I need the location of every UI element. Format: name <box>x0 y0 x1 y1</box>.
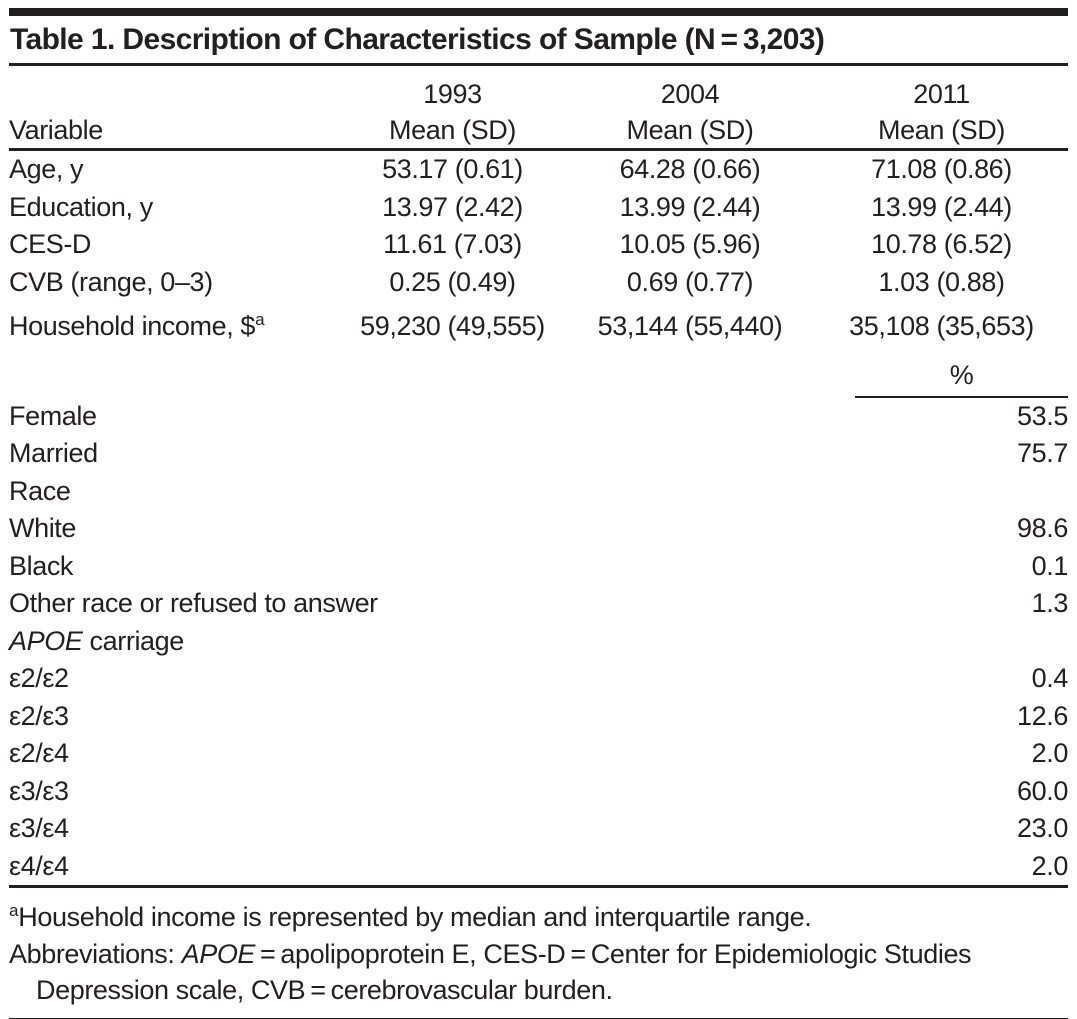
row-value-2004: 13.99 (2.44) <box>619 191 761 222</box>
footnote-abbreviations-line1: Abbreviations: APOE = apolipoprotein E, … <box>9 936 1068 973</box>
row-percent: 98.6 <box>1017 513 1068 543</box>
table-row: Household income, $a 59,230 (49,555) 53,… <box>9 301 1068 346</box>
table-row: White 98.6 <box>9 510 1068 548</box>
row-percent: 0.4 <box>1031 663 1069 693</box>
row-label-text: Household income, $ <box>9 311 256 341</box>
abbreviations-rest: = apolipoprotein E, CES-D = Center for E… <box>255 938 972 969</box>
table-row: CES-D 11.61 (7.03) 10.05 (5.96) 10.78 (6… <box>9 226 1068 264</box>
row-value-2004: 10.05 (5.96) <box>619 229 761 259</box>
table-row: Female 53.5 <box>9 398 1068 436</box>
row-percent: 2.0 <box>1031 850 1069 881</box>
empty-cell <box>9 346 815 398</box>
variable-header: Variable <box>9 112 340 151</box>
row-label: Other race or refused to answer <box>9 588 378 618</box>
row-label: Married <box>9 438 98 468</box>
title-rule <box>9 63 1068 66</box>
table-row: Other race or refused to answer 1.3 <box>9 585 1068 623</box>
empty-header-cell <box>9 66 340 112</box>
footnote-a-text: Household income is represented by media… <box>18 902 812 932</box>
row-label: ε3/ε3 <box>9 775 69 806</box>
table-row: ε2/ε2 0.4 <box>9 660 1068 698</box>
row-label: Household income, $a <box>9 301 340 346</box>
table-row: ε4/ε4 2.0 <box>9 848 1068 886</box>
row-percent <box>815 473 1068 511</box>
row-percent: 23.0 <box>1017 813 1068 843</box>
mean-sd-header-2011: Mean (SD) <box>815 112 1068 151</box>
year-header-1993: 1993 <box>423 79 482 109</box>
row-label: Education, y <box>9 191 153 222</box>
row-value-2004: 0.69 (0.77) <box>626 266 754 297</box>
row-label-italic: APOE <box>9 625 83 656</box>
row-percent: 75.7 <box>1017 438 1068 468</box>
abbreviations-prefix: Abbreviations: <box>9 938 182 969</box>
percent-symbol: % <box>855 358 1068 398</box>
table-row: Race <box>9 473 1068 511</box>
row-percent: 12.6 <box>1017 700 1068 731</box>
row-label: CVB (range, 0–3) <box>9 266 213 297</box>
row-value-1993: 53.17 (0.61) <box>382 154 523 184</box>
footnote-abbreviations-line2: Depression scale, CVB = cerebrovascular … <box>36 975 613 1005</box>
percent-header-cell: % <box>815 346 1068 398</box>
characteristics-table: 1993 2004 2011 Variable Mean (SD) Mean (… <box>9 66 1068 885</box>
row-value-2011: 71.08 (0.86) <box>871 154 1012 184</box>
year-header-2004: 2004 <box>660 79 720 109</box>
footnote-rule <box>9 885 1068 888</box>
row-label: White <box>9 513 77 543</box>
row-label: Age, y <box>9 154 84 184</box>
mean-sd-header-2004: Mean (SD) <box>565 112 815 151</box>
row-percent <box>815 623 1068 661</box>
table-row: Age, y 53.17 (0.61) 64.28 (0.66) 71.08 (… <box>9 150 1068 189</box>
table-row: Married 75.7 <box>9 435 1068 473</box>
table-row: Black 0.1 <box>9 548 1068 586</box>
row-value-2011: 13.99 (2.44) <box>871 191 1012 222</box>
top-bar <box>9 8 1068 16</box>
footnote-marker-a: a <box>255 310 265 329</box>
subheader-row: Variable Mean (SD) Mean (SD) Mean (SD) <box>9 112 1068 151</box>
table-row: APOE carriage <box>9 623 1068 661</box>
row-label: Female <box>9 400 97 431</box>
row-value-2011: 1.03 (0.88) <box>878 266 1005 297</box>
row-label: ε3/ε4 <box>9 813 69 843</box>
table-title: Table 1. Description of Characteristics … <box>10 23 825 56</box>
row-value-2004: 64.28 (0.66) <box>619 154 761 184</box>
row-percent: 1.3 <box>1031 588 1069 618</box>
row-percent: 60.0 <box>1017 775 1068 806</box>
row-label: Race <box>9 475 71 506</box>
row-value-1993: 0.25 (0.49) <box>389 266 516 297</box>
table-row: ε3/ε3 60.0 <box>9 773 1068 811</box>
table-header: 1993 2004 2011 Variable Mean (SD) Mean (… <box>9 66 1068 151</box>
row-percent: 2.0 <box>1031 738 1069 768</box>
row-label: CES-D <box>9 229 92 259</box>
row-value-1993: 11.61 (7.03) <box>383 229 522 259</box>
row-label: ε2/ε3 <box>9 700 69 731</box>
row-value-2011: 10.78 (6.52) <box>871 229 1012 259</box>
row-value-1993: 59,230 (49,555) <box>360 311 545 341</box>
row-value-1993: 13.97 (2.42) <box>382 191 523 222</box>
table-row: ε3/ε4 23.0 <box>9 810 1068 848</box>
footnote-a-marker: a <box>9 901 19 920</box>
table-row: CVB (range, 0–3) 0.25 (0.49) 0.69 (0.77)… <box>9 264 1068 302</box>
table-row: Education, y 13.97 (2.42) 13.99 (2.44) 1… <box>9 189 1068 227</box>
year-header-2011: 2011 <box>913 79 970 109</box>
abbreviations-apoe-italic: APOE <box>181 938 256 969</box>
mean-sd-header-1993: Mean (SD) <box>340 112 565 151</box>
year-header-row: 1993 2004 2011 <box>9 66 1068 112</box>
table-row: ε2/ε4 2.0 <box>9 735 1068 773</box>
footnotes: aHousehold income is represented by medi… <box>9 888 1068 1009</box>
row-label: Black <box>9 550 74 581</box>
percent-header-row: % <box>9 346 1068 398</box>
row-label-text: carriage <box>82 625 185 656</box>
table-row: ε2/ε3 12.6 <box>9 698 1068 736</box>
row-percent: 53.5 <box>1017 400 1068 431</box>
row-label: APOE carriage <box>9 623 815 661</box>
row-value-2004: 53,144 (55,440) <box>597 311 783 341</box>
row-label: ε2/ε2 <box>9 663 69 693</box>
bottom-bar <box>9 1017 1068 1019</box>
row-percent: 0.1 <box>1031 550 1069 581</box>
footnote-a: aHousehold income is represented by medi… <box>9 893 1068 936</box>
row-label: ε2/ε4 <box>9 738 69 768</box>
row-value-2011: 35,108 (35,653) <box>849 311 1034 341</box>
row-label: ε4/ε4 <box>9 850 69 881</box>
